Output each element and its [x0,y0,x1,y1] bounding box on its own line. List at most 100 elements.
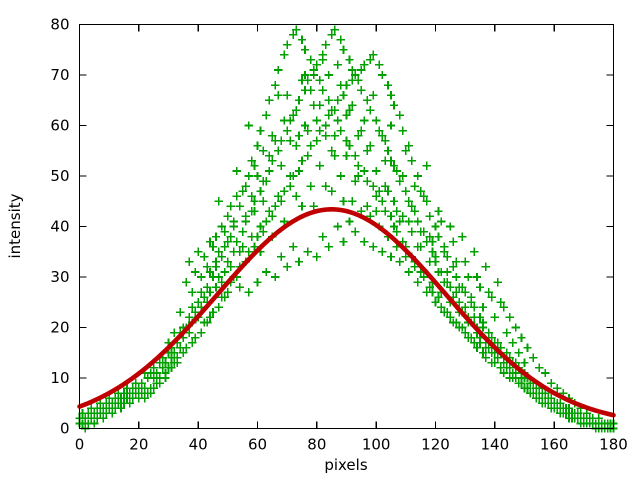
data-point-marker [214,247,224,256]
data-point-marker [360,166,369,176]
data-point-marker [250,242,259,251]
fit-curve-group [77,207,616,418]
data-point-marker [366,141,375,150]
data-point-marker [179,348,188,357]
data-point-marker [268,131,277,140]
data-point-marker [241,212,250,221]
data-point-marker [268,212,277,221]
data-point-marker [191,267,200,277]
data-point-marker [472,343,482,352]
data-point-marker [357,85,366,95]
data-point-marker [511,368,520,378]
data-point-marker [458,232,467,241]
x-tick-label: 80 [307,436,326,454]
data-point-marker [398,126,408,135]
y-tick-label: 40 [50,218,69,236]
data-point-marker [274,146,283,155]
data-point-marker [324,111,333,120]
data-point-marker [434,267,443,277]
data-point-marker [297,156,307,166]
data-point-marker [333,222,342,231]
data-point-marker [193,247,203,256]
data-point-marker [280,116,289,125]
data-point-marker [205,237,215,246]
data-point-marker [354,75,363,85]
data-point-marker [182,343,191,352]
data-point-marker [363,146,372,155]
data-point-marker [481,262,491,272]
data-point-marker [339,197,348,206]
data-point-marker [303,126,313,135]
data-point-marker [306,55,316,65]
data-point-marker [455,282,464,292]
x-tick-label: 40 [189,436,208,454]
y-tick-label: 20 [50,319,69,337]
data-point-marker [434,293,443,302]
data-point-marker [351,151,360,160]
data-point-marker [285,171,295,181]
data-point-marker [345,217,354,226]
data-point-marker [277,197,286,206]
data-point-marker [226,202,235,211]
data-point-marker [455,298,464,307]
data-point-marker [478,323,488,332]
data-point-marker [232,166,241,176]
data-point-marker [395,111,405,120]
data-point-marker [176,308,185,317]
data-point-marker [469,313,479,322]
data-point-marker [155,378,164,388]
data-point-marker [369,181,378,191]
data-point-marker [386,252,396,261]
data-point-marker [342,136,351,145]
data-point-marker [366,106,375,115]
data-point-marker [244,171,253,181]
data-point-marker [452,272,461,282]
data-point-marker [371,192,381,201]
data-point-marker [202,262,212,272]
data-point-marker [425,232,434,241]
data-point-marker [220,242,230,251]
data-point-marker [205,287,215,297]
data-point-marker [357,65,366,75]
data-point-marker [262,267,271,277]
data-point-marker [282,40,292,49]
x-tick-label: 140 [481,436,510,454]
data-point-marker [345,55,354,65]
data-point-marker [262,217,271,226]
data-point-marker [440,308,449,317]
data-point-marker [535,363,544,373]
data-point-marker [363,96,372,105]
data-point-marker [422,197,431,206]
data-point-marker [360,60,369,70]
data-point-marker [440,247,449,256]
data-point-marker [517,373,526,383]
data-point-marker [374,126,384,135]
y-tick-label: 10 [50,369,69,387]
data-point-marker [392,166,402,176]
y-tick-label: 80 [50,16,69,34]
data-point-marker [377,197,387,206]
data-point-marker [271,80,280,90]
data-point-marker [250,207,259,216]
data-point-marker [265,207,274,216]
data-point-marker [371,166,381,176]
data-point-marker [285,181,295,191]
data-point-marker [401,186,411,196]
data-point-marker [416,227,425,236]
data-point-marker [309,202,319,211]
data-point-marker [410,207,419,216]
data-point-marker [259,146,268,155]
data-point-marker [410,181,419,191]
data-point-marker [348,65,357,75]
data-point-marker [294,257,304,267]
data-point-marker [303,151,313,160]
data-point-marker [288,30,298,39]
data-point-marker [425,282,434,292]
data-point-marker [505,363,514,373]
data-point-marker [404,217,413,226]
y-tick-label: 0 [60,420,70,438]
data-point-marker [348,101,357,110]
data-point-marker [407,202,416,211]
data-point-marker [419,272,428,282]
